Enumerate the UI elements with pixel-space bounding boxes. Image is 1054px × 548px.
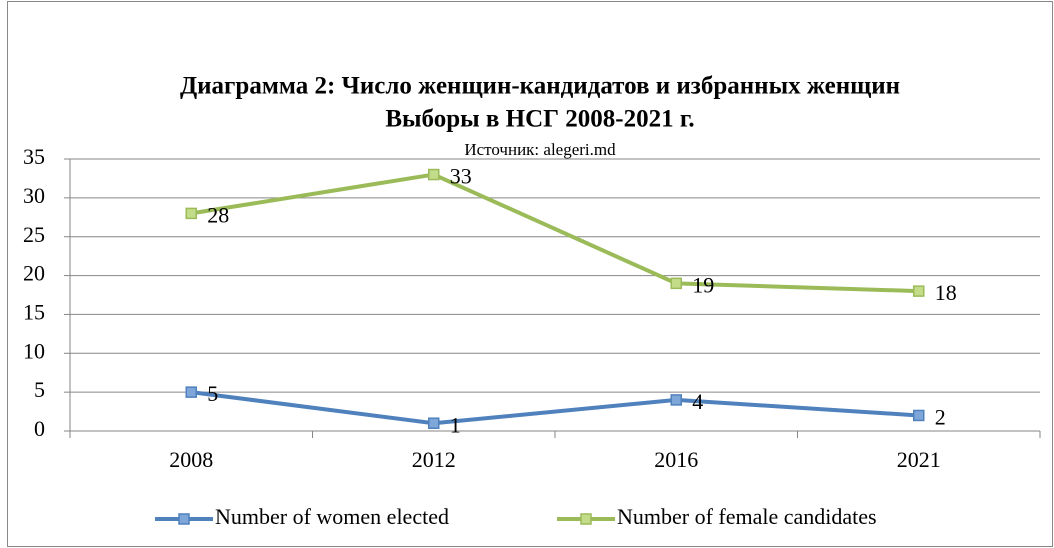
chart-title: Выборы в НСГ 2008-2021 г. <box>385 106 694 133</box>
legend-marker <box>178 513 190 525</box>
legend-label: Number of women elected <box>215 504 449 529</box>
data-label: 33 <box>450 164 472 189</box>
chart-frame <box>7 1 1053 547</box>
y-tick-label: 0 <box>34 416 45 441</box>
y-tick-label: 5 <box>34 377 45 402</box>
y-tick-label: 30 <box>23 183 45 208</box>
data-label: 4 <box>692 389 703 414</box>
legend-label: Number of female candidates <box>617 504 877 529</box>
data-label: 18 <box>935 280 957 305</box>
y-tick-label: 20 <box>23 261 45 286</box>
data-point <box>670 394 682 406</box>
y-tick-label: 35 <box>23 144 45 169</box>
data-label: 19 <box>692 272 714 297</box>
x-tick-label: 2012 <box>412 447 456 472</box>
x-tick-label: 2016 <box>654 447 698 472</box>
series-line <box>190 390 919 426</box>
data-point <box>913 285 925 297</box>
x-tick-label: 2008 <box>169 447 213 472</box>
data-point <box>913 409 925 422</box>
data-point <box>185 207 197 220</box>
data-label: 2 <box>935 405 946 430</box>
y-tick-label: 10 <box>23 338 45 363</box>
data-point <box>185 386 197 398</box>
data-point <box>428 417 440 429</box>
data-label: 1 <box>450 412 461 437</box>
y-tick-label: 15 <box>23 299 45 324</box>
data-label: 5 <box>207 381 218 406</box>
series-line <box>190 172 919 294</box>
data-label: 28 <box>207 202 229 227</box>
x-tick-label: 2021 <box>897 447 941 472</box>
legend-marker <box>580 513 592 525</box>
data-point <box>670 277 682 290</box>
y-tick-label: 25 <box>23 222 45 247</box>
chart-subtitle: Источник: alegeri.md <box>464 140 616 159</box>
data-point <box>428 168 440 181</box>
chart-title: Диаграмма 2: Число женщин-кандидатов и и… <box>180 73 900 100</box>
